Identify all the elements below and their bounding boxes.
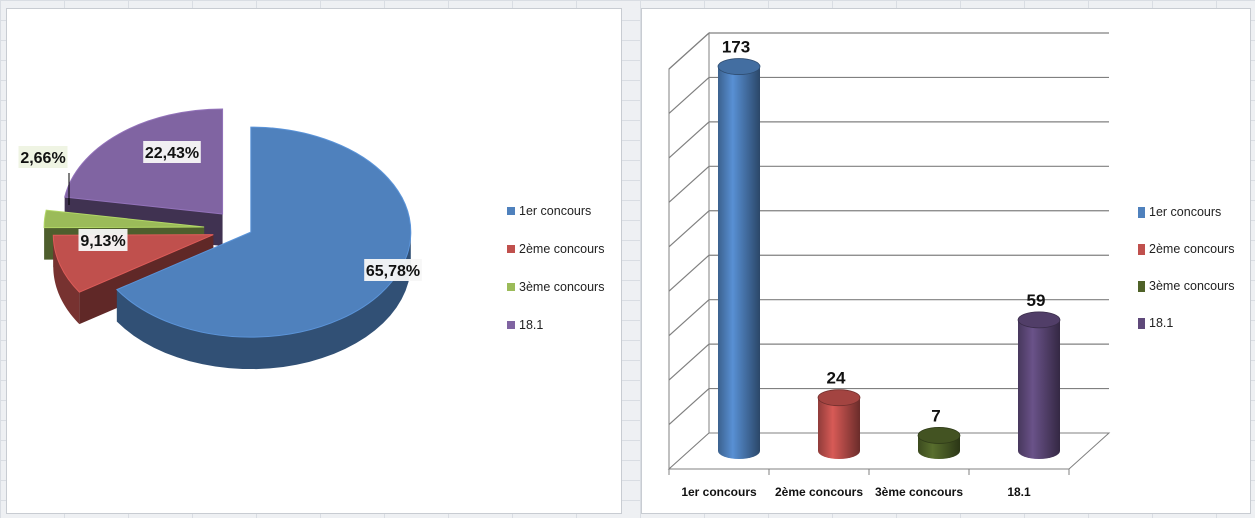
pie-legend-item-18-1: 18.1 <box>507 318 543 332</box>
bar-2-me-concours <box>817 389 861 459</box>
svg-text:1er concours: 1er concours <box>1149 205 1221 219</box>
pie-slice-3-me-concours <box>43 209 205 229</box>
svg-text:18.1: 18.1 <box>1149 316 1173 330</box>
pie-data-label-2-me-concours: 9,13% <box>78 229 128 251</box>
bar-1er-concours <box>717 58 761 460</box>
x-tick-label-2-me-concours: 2ème concours <box>775 485 863 499</box>
bar-legend-item-18-1: 18.1 <box>1138 316 1173 330</box>
bar-legend-item-1er-concours: 1er concours <box>1138 205 1221 219</box>
pie-chart: 65,78% 9,13% 2,66% 22,43% 1er concours 2ème … <box>18 108 604 370</box>
pie-data-label-1er-concours: 65,78% <box>364 259 422 281</box>
svg-text:2,66%: 2,66% <box>20 150 65 167</box>
pie-legend-item-2-me-concours: 2ème concours <box>507 242 604 256</box>
svg-text:2ème concours: 2ème concours <box>519 242 604 256</box>
svg-text:2ème concours: 2ème concours <box>1149 242 1234 256</box>
bar-data-label-1er-concours: 173 <box>722 38 750 57</box>
pie-data-label-18-1: 22,43% <box>143 141 201 163</box>
svg-text:3ème concours: 3ème concours <box>1149 279 1234 293</box>
bar-legend: 1er concours 2ème concours 3ème concours 18… <box>1138 205 1234 330</box>
bar-18-1 <box>1017 311 1061 459</box>
bars <box>717 58 1061 460</box>
pie-slice-1er-concours <box>116 126 412 338</box>
svg-text:3ème concours: 3ème concours <box>519 280 604 294</box>
x-tick-label-1er-concours: 1er concours <box>681 485 757 499</box>
x-tick-label-18-1: 18.1 <box>1007 485 1031 499</box>
bar-data-label-3-me-concours: 7 <box>931 406 940 425</box>
pie-legend-item-1er-concours: 1er concours <box>507 204 591 218</box>
svg-text:9,13%: 9,13% <box>80 233 125 250</box>
bar-legend-item-2-me-concours: 2ème concours <box>1138 242 1234 256</box>
chart-floor <box>667 432 1111 470</box>
bar-data-label-2-me-concours: 24 <box>827 369 846 388</box>
bar-chart-panel[interactable]: 173 24 7 59 1er concours 2ème concours 3ème c… <box>641 8 1251 514</box>
bar-data-label-18-1: 59 <box>1027 291 1046 310</box>
bar-data-labels: 173 24 7 59 <box>722 38 1046 426</box>
pie-slices <box>43 108 412 370</box>
svg-text:22,43%: 22,43% <box>145 145 199 162</box>
x-axis: 1er concours 2ème concours 3ème concours 18… <box>668 469 1070 499</box>
gridlines <box>668 32 1109 426</box>
svg-text:18.1: 18.1 <box>519 318 543 332</box>
bar-chart: 173 24 7 59 1er concours 2ème concours 3ème c… <box>667 31 1234 499</box>
pie-chart-panel[interactable]: 65,78% 9,13% 2,66% 22,43% 1er concours 2ème … <box>6 8 622 514</box>
pie-legend: 1er concours 2ème concours 3ème concours 18… <box>507 204 604 332</box>
x-tick-label-3-me-concours: 3ème concours <box>875 485 963 499</box>
bar-3-me-concours <box>917 427 961 459</box>
pie-data-labels: 65,78% 9,13% 2,66% 22,43% <box>18 141 422 281</box>
pie-legend-item-3-me-concours: 3ème concours <box>507 280 604 294</box>
bar-legend-item-3-me-concours: 3ème concours <box>1138 279 1234 293</box>
svg-text:65,78%: 65,78% <box>366 263 420 280</box>
pie-data-label-3-me-concours: 2,66% <box>18 146 68 168</box>
svg-text:1er concours: 1er concours <box>519 204 591 218</box>
